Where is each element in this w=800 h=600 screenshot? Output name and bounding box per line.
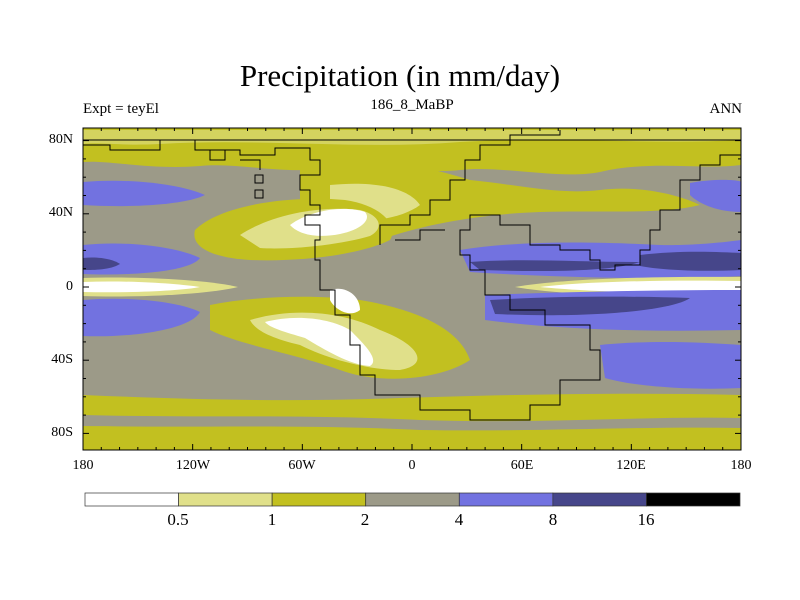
y-tick-label: 0 (66, 279, 73, 294)
colorbar-level-label: 8 (548, 510, 558, 529)
colorbar-swatch (458, 492, 554, 507)
y-tick-label: 80N (48, 132, 73, 147)
colorbar-level-label: 16 (637, 510, 655, 529)
y-tick-label: 40N (48, 205, 73, 220)
tick-marks (82, 128, 742, 450)
colorbar-swatch (84, 492, 179, 507)
period-label: 186_8_MaBP (370, 97, 454, 113)
colorbar-swatch (646, 492, 741, 507)
plot-title: Precipitation (in mm/day) (239, 58, 561, 93)
x-tick-label: 120E (616, 458, 646, 473)
x-tick-label: 180 (730, 458, 752, 473)
y-tick-label: 40S (51, 352, 73, 367)
colorbar (84, 492, 741, 507)
x-tick-label: 60W (288, 458, 316, 473)
x-tick-label: 180 (72, 458, 94, 473)
colorbar-swatch (178, 492, 273, 507)
colorbar-swatch (365, 492, 460, 507)
x-tick-label: 0 (408, 458, 416, 473)
colorbar-level-label: 4 (454, 510, 464, 529)
x-tick-label: 60E (510, 458, 534, 473)
colorbar-level-label: 1 (267, 510, 277, 529)
precip-field (83, 128, 741, 450)
colorbar-swatch (552, 492, 647, 507)
y-tick-label: 80S (51, 425, 73, 440)
colorbar-level-label: 0.5 (167, 510, 189, 529)
colorbar-swatch (271, 492, 367, 507)
experiment-label: Expt = teyEl (83, 101, 159, 117)
season-label: ANN (709, 101, 743, 117)
coastlines (83, 130, 741, 421)
colorbar-level-label: 2 (360, 510, 370, 529)
x-tick-label: 120W (175, 458, 211, 473)
